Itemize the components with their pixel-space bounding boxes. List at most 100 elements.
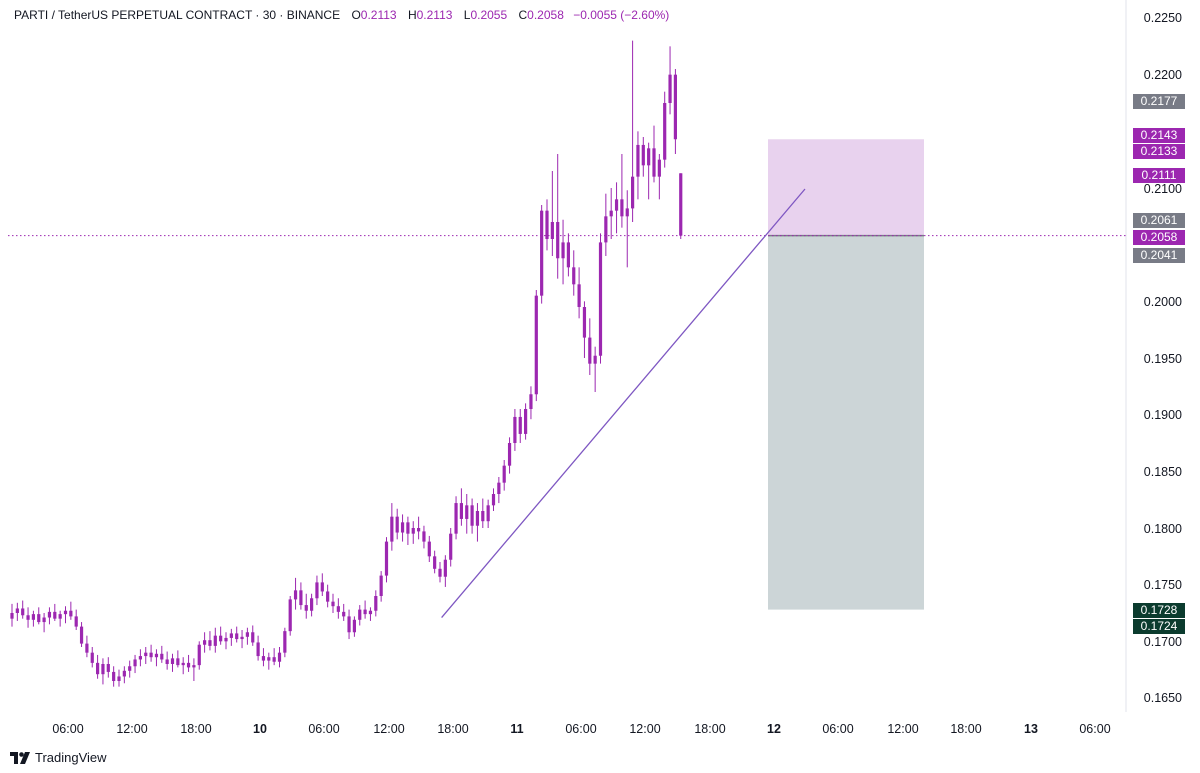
candle-body	[427, 541, 431, 557]
candle-body	[465, 505, 469, 519]
candle	[598, 233, 603, 364]
candle	[240, 630, 244, 649]
candle-body	[42, 617, 46, 623]
candle-body	[133, 659, 137, 667]
candle	[106, 657, 110, 678]
candle	[336, 598, 340, 619]
candle-body	[251, 632, 255, 643]
chart-plot-area[interactable]	[8, 0, 1123, 712]
current-price-label: 0.2058	[1133, 230, 1185, 245]
price-label: 0.2061	[1133, 213, 1185, 228]
candle	[486, 499, 490, 528]
candle	[186, 654, 191, 672]
candle	[283, 627, 287, 658]
candle-body	[572, 267, 576, 285]
candle-body	[582, 307, 587, 338]
candle-body	[85, 643, 89, 653]
candle	[368, 607, 373, 621]
candle-body	[384, 541, 389, 576]
price-label: 0.2143	[1133, 128, 1185, 143]
candle-body	[299, 590, 303, 606]
candle-body	[10, 613, 14, 619]
candle	[384, 537, 389, 583]
candle-body	[459, 503, 463, 519]
candle-body	[454, 503, 458, 534]
candle-body	[470, 505, 474, 526]
low-value: 0.2055	[470, 8, 508, 22]
candle-body	[647, 148, 651, 166]
candle-body	[117, 676, 121, 681]
candle-body	[277, 652, 282, 662]
candle	[154, 649, 159, 667]
candle-body	[47, 611, 52, 618]
candle	[620, 154, 624, 228]
candle	[53, 603, 57, 621]
candle-body	[15, 608, 19, 613]
candle	[673, 69, 677, 154]
candle-body	[652, 148, 656, 177]
candle	[96, 654, 100, 679]
candle-body	[165, 659, 169, 664]
candle	[144, 647, 148, 664]
candle	[128, 660, 132, 678]
candle	[15, 602, 19, 621]
candle	[390, 503, 394, 551]
candle	[561, 219, 565, 285]
candle-body	[577, 284, 581, 307]
candle-body	[186, 662, 191, 668]
candle-body	[438, 568, 442, 577]
candle	[192, 658, 196, 681]
candle-body	[79, 626, 84, 644]
candle-body	[304, 605, 308, 611]
change-value: −0.0055 (−2.60%)	[573, 8, 670, 22]
candle-body	[673, 74, 677, 140]
candle	[10, 603, 14, 627]
candle-body	[400, 522, 405, 533]
candle-body	[443, 559, 447, 577]
candle-body	[598, 242, 603, 356]
candle	[79, 622, 84, 647]
candle-body	[342, 611, 346, 617]
candle	[58, 610, 62, 627]
price-label: 0.2177	[1133, 94, 1185, 109]
candle	[443, 555, 447, 587]
candle-body	[192, 665, 196, 668]
candle-body	[101, 664, 105, 675]
candle-body	[379, 575, 383, 596]
candle-body	[374, 596, 378, 611]
candle-body	[229, 633, 233, 638]
candle-body	[502, 465, 506, 483]
candle-body	[368, 610, 373, 615]
candle	[299, 582, 303, 610]
candle	[433, 550, 437, 574]
y-tick-label: 0.2000	[1143, 295, 1182, 309]
y-tick-label: 0.1850	[1143, 465, 1182, 479]
candle	[679, 173, 683, 239]
candle-body	[518, 416, 522, 434]
candle-body	[37, 614, 41, 623]
candle	[400, 514, 405, 542]
candle	[181, 657, 185, 675]
candle-body	[614, 199, 619, 211]
candle	[74, 609, 78, 630]
candle-body	[433, 556, 437, 569]
candle-body	[240, 636, 244, 640]
candle-body	[358, 609, 362, 620]
candle	[69, 601, 73, 620]
candle	[465, 494, 469, 534]
candle-body	[288, 599, 292, 632]
price-label: 0.2111	[1133, 168, 1185, 183]
candle	[438, 562, 442, 583]
candle	[261, 648, 266, 667]
candle	[42, 613, 46, 633]
candle	[326, 584, 330, 608]
tradingview-brand[interactable]: TradingView	[10, 750, 107, 765]
candle-body	[593, 355, 597, 364]
candle-body	[620, 199, 624, 217]
candle	[197, 641, 201, 670]
candle	[588, 318, 592, 375]
candle	[518, 409, 522, 443]
candle	[657, 154, 661, 200]
high-label: H	[407, 8, 417, 22]
